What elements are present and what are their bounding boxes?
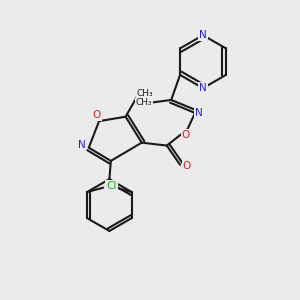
Text: O: O [93,110,101,120]
Text: CH₃: CH₃ [136,89,153,98]
Text: O: O [182,161,191,171]
Text: N: N [77,140,85,150]
Text: Cl: Cl [107,181,117,191]
Text: N: N [199,83,207,93]
Text: N: N [199,30,207,40]
Text: CH₃: CH₃ [136,98,152,107]
Text: F: F [106,181,112,191]
Text: N: N [195,108,203,118]
Text: O: O [182,130,190,140]
